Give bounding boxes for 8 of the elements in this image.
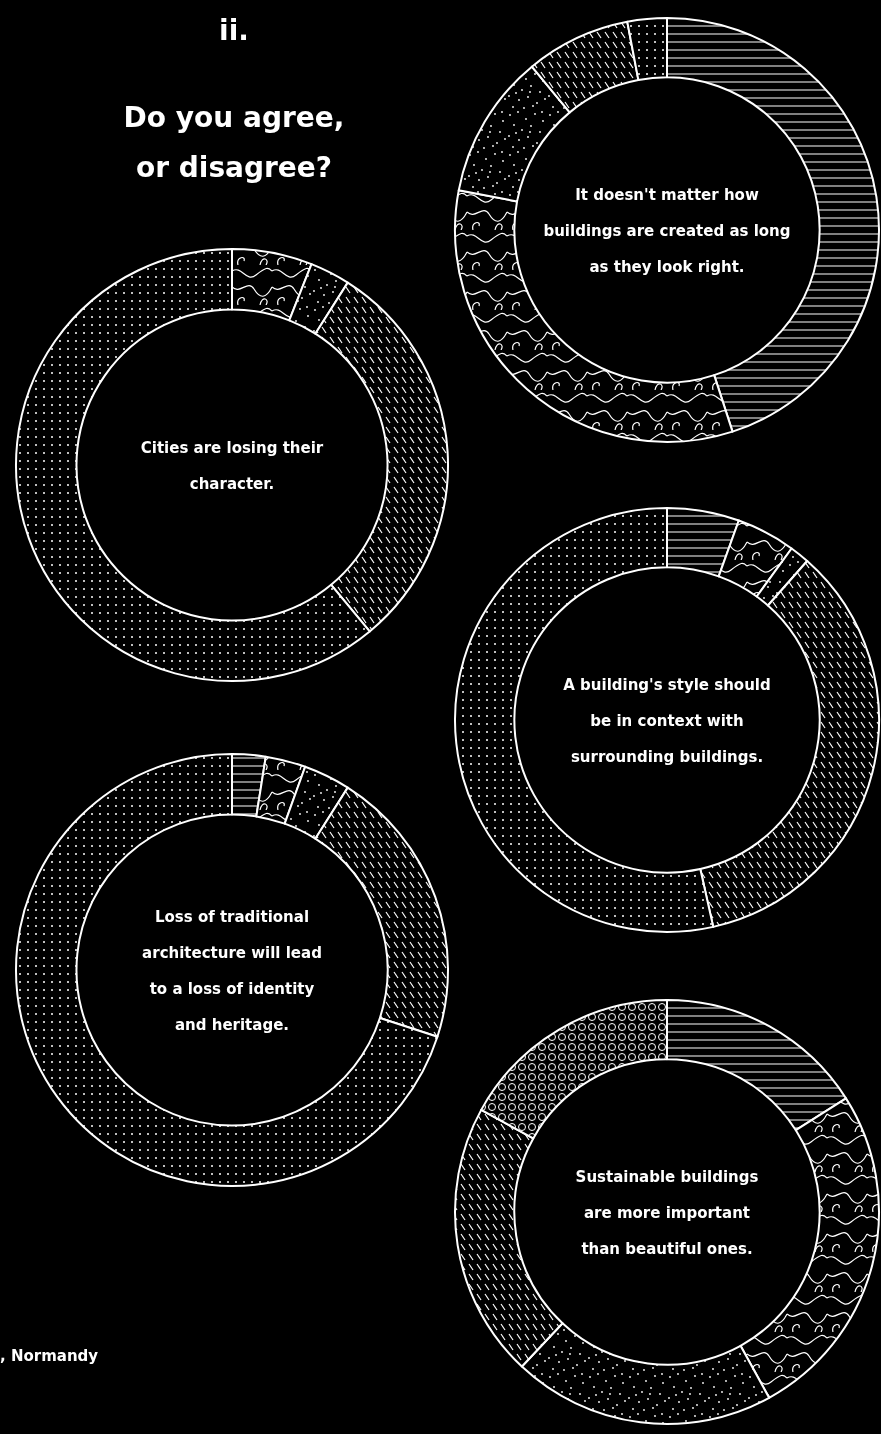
chart-title: Loss of traditional architecture will lead to a loss of identity and heritage.	[142, 908, 322, 1034]
chart-title: A building's style should be in context with surrounding buildings.	[563, 676, 771, 766]
text: Do you agree, or disagree?	[123, 101, 345, 184]
text: ii.	[219, 14, 249, 47]
chart-title: Sustainable buildings are more important than beautiful ones.	[575, 1168, 759, 1258]
chart-title: Cities are losing their character.	[140, 439, 324, 493]
text: , Normandy	[0, 1347, 99, 1365]
chart-title: It doesn't matter how buildings are created as long as they look right.	[543, 186, 791, 276]
